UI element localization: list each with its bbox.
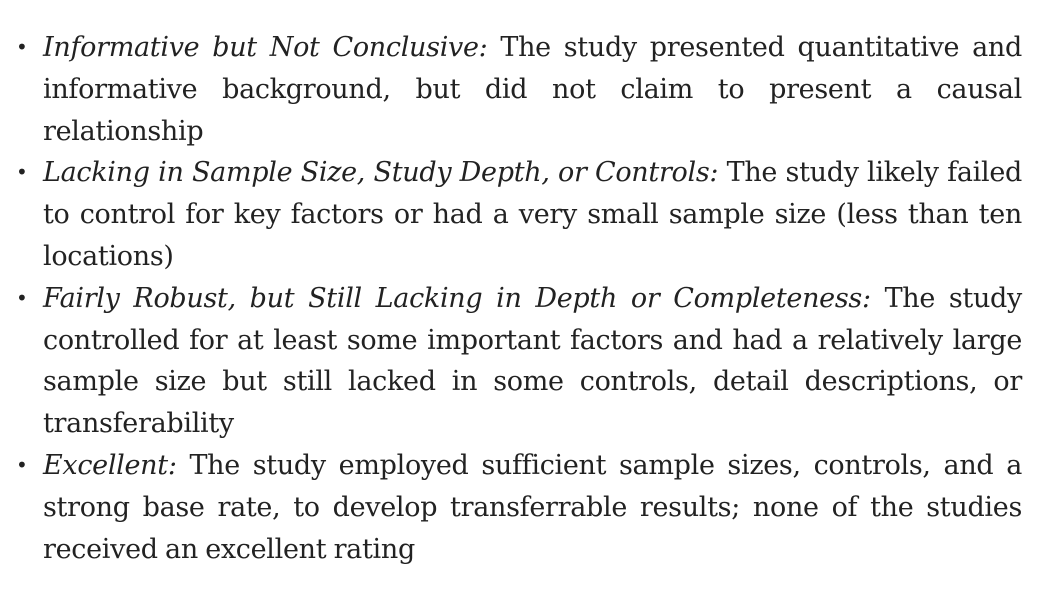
- list-item-term: Informative but Not Conclusive:: [43, 32, 488, 63]
- bullet-icon: •: [16, 160, 28, 185]
- list-item-term: Lacking in Sample Size, Study Depth, or …: [43, 157, 719, 189]
- list-item-informative: • Informative but Not Conclusive: The stu…: [16, 27, 1022, 152]
- list-item-fairly-robust: • Fairly Robust, but Still Lacking in Dep…: [16, 278, 1022, 445]
- bullet-icon: •: [16, 35, 28, 59]
- list-item-description: The study likely failed to control for k…: [43, 157, 1022, 272]
- list-item-lacking: • Lacking in Sample Size, Study Depth, or…: [16, 152, 1022, 277]
- bullet-icon: •: [16, 452, 28, 477]
- list-item-description: The study employed sufficient sample siz…: [43, 449, 1022, 565]
- list-item-description: The study controlled for at least some i…: [43, 282, 1022, 440]
- list-item-description: The study presented quantitative and inf…: [43, 32, 1022, 147]
- list-item-term: Excellent:: [43, 449, 177, 481]
- rating-list: • Informative but Not Conclusive: The stu…: [16, 27, 1022, 570]
- bullet-icon: •: [16, 285, 28, 310]
- list-item-excellent: • Excellent: The study employed sufficien…: [16, 445, 1022, 570]
- list-item-term: Fairly Robust, but Still Lacking in Dept…: [43, 282, 871, 314]
